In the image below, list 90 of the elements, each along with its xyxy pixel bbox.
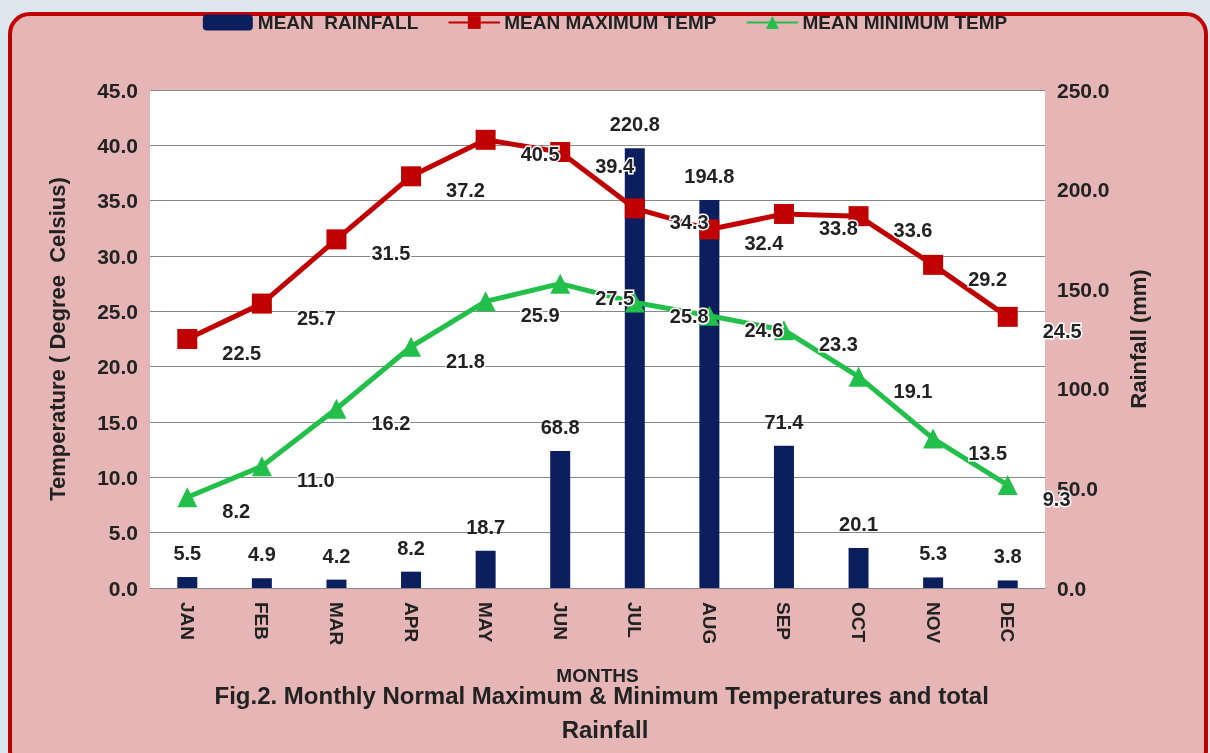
x-tick-label: MAR bbox=[325, 602, 347, 646]
bar bbox=[401, 571, 422, 588]
data-label: 24.5 bbox=[1042, 319, 1082, 342]
data-label: 194.8 bbox=[684, 164, 735, 187]
data-label: 33.8 bbox=[818, 216, 858, 239]
data-label: 71.4 bbox=[764, 410, 805, 433]
legend-label: MEAN RAINFALL bbox=[257, 12, 419, 33]
y-tick-label: 30.0 bbox=[97, 244, 138, 268]
y2-tick-label: 100.0 bbox=[1057, 377, 1110, 401]
data-label: 5.3 bbox=[919, 542, 948, 565]
y2-axis-title: Rainfall (mm) bbox=[1125, 269, 1151, 409]
data-label: 5.5 bbox=[173, 542, 202, 565]
point bbox=[475, 129, 496, 150]
data-label: 29.2 bbox=[968, 267, 1008, 290]
data-label: 8.2 bbox=[397, 536, 425, 559]
y-tick-label: 40.0 bbox=[97, 133, 138, 157]
data-label: 68.8 bbox=[540, 415, 580, 438]
bar bbox=[251, 578, 272, 588]
y-tick-label: 10.0 bbox=[97, 465, 138, 489]
bar bbox=[848, 547, 869, 588]
data-label: 22.5 bbox=[222, 342, 262, 364]
data-label: 16.2 bbox=[371, 411, 411, 434]
x-tick-label: JUL bbox=[624, 602, 646, 639]
y2-tick-label: 200.0 bbox=[1057, 178, 1110, 202]
y2-tick-label: 250.0 bbox=[1057, 78, 1110, 102]
y2-tick-label: 150.0 bbox=[1057, 277, 1110, 301]
y-tick-label: 45.0 bbox=[97, 78, 138, 102]
x-tick-label: MAY bbox=[475, 602, 497, 643]
point bbox=[251, 293, 272, 314]
x-tick-label: AUG bbox=[698, 602, 720, 645]
point bbox=[326, 398, 347, 419]
point bbox=[923, 428, 944, 449]
x-tick-label: NOV bbox=[922, 602, 944, 644]
bar bbox=[923, 577, 944, 588]
data-label: 33.6 bbox=[893, 219, 933, 242]
y-tick-label: 5.0 bbox=[108, 521, 138, 545]
y-tick-label: 20.0 bbox=[97, 355, 138, 379]
point bbox=[624, 198, 645, 219]
data-label: 25.9 bbox=[520, 304, 560, 327]
data-label: 27.5 bbox=[595, 286, 635, 309]
y-tick-label: 15.0 bbox=[97, 410, 138, 434]
point bbox=[475, 291, 496, 312]
legend-label: MEAN MINIMUM TEMP bbox=[802, 12, 1008, 33]
x-tick-label: APR bbox=[400, 602, 422, 643]
data-label: 37.2 bbox=[446, 179, 485, 202]
point bbox=[997, 306, 1018, 327]
bar bbox=[475, 550, 496, 588]
point bbox=[251, 456, 272, 477]
x-tick-label: JUN bbox=[549, 602, 571, 641]
x-tick-label: FEB bbox=[251, 602, 273, 640]
legend-label: MEAN MAXIMUM TEMP bbox=[504, 12, 717, 33]
x-tick-label: JAN bbox=[176, 602, 198, 641]
data-label: 11.0 bbox=[296, 469, 335, 492]
data-label: 32.4 bbox=[744, 232, 785, 255]
data-label: 220.8 bbox=[609, 113, 660, 136]
point bbox=[326, 229, 347, 250]
data-label: 23.3 bbox=[818, 333, 858, 356]
y-tick-label: 0.0 bbox=[108, 576, 138, 600]
y-tick-label: 35.0 bbox=[97, 189, 138, 213]
y-tick-label: 25.0 bbox=[97, 299, 138, 323]
point bbox=[923, 254, 944, 275]
data-label: 8.2 bbox=[222, 500, 251, 523]
bar bbox=[326, 579, 347, 588]
x-tick-label: DEC bbox=[997, 602, 1019, 643]
data-label: 13.5 bbox=[968, 441, 1008, 464]
data-label: 18.7 bbox=[466, 515, 506, 538]
bar bbox=[177, 577, 198, 588]
point bbox=[773, 203, 794, 224]
bar bbox=[550, 450, 571, 588]
point bbox=[401, 336, 422, 357]
y2-tick-label: 0.0 bbox=[1057, 576, 1087, 600]
bar bbox=[773, 445, 794, 588]
x-tick-label: OCT bbox=[848, 602, 870, 643]
point bbox=[550, 273, 571, 294]
data-label: 4.9 bbox=[247, 543, 276, 566]
point bbox=[177, 329, 198, 349]
y-axis-title: Temperature ( Degree Celsius) bbox=[44, 177, 70, 501]
point bbox=[848, 366, 869, 387]
point bbox=[997, 475, 1018, 496]
data-label: 3.8 bbox=[993, 545, 1022, 568]
data-label: 31.5 bbox=[371, 242, 411, 265]
data-label: 25.7 bbox=[296, 306, 336, 329]
x-tick-label: SEP bbox=[773, 602, 795, 641]
point bbox=[177, 487, 198, 508]
point bbox=[401, 166, 422, 187]
data-label: 19.1 bbox=[893, 379, 933, 402]
data-label: 4.2 bbox=[322, 544, 351, 567]
data-label: 21.8 bbox=[446, 349, 485, 372]
bar bbox=[997, 580, 1018, 588]
data-label: 20.1 bbox=[839, 512, 879, 535]
